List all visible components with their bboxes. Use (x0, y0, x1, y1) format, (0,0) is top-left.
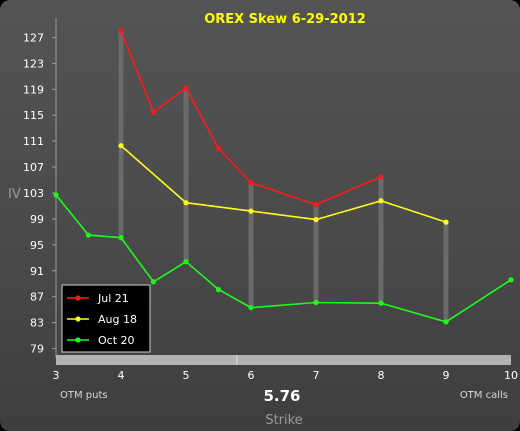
data-point (508, 277, 514, 283)
spread-bar (378, 176, 384, 304)
x-tick-label: 5 (183, 369, 190, 382)
data-point (150, 279, 157, 285)
data-point (313, 216, 319, 223)
strike-scrollbar[interactable] (56, 355, 511, 365)
y-tick-label: 115 (23, 109, 44, 122)
data-point (248, 180, 254, 186)
legend-label: Jul 21 (97, 292, 129, 305)
legend-swatch-dot (75, 337, 81, 343)
y-axis-label: IV (8, 187, 21, 202)
legend: Jul 21 Aug 18 Oct 20 (61, 284, 151, 353)
spread-bar (313, 204, 319, 303)
y-tick-label: 83 (30, 317, 44, 330)
data-point (150, 109, 157, 115)
y-tick-label: 119 (23, 83, 44, 96)
spread-bar (248, 182, 254, 308)
x-axis-label: Strike (265, 413, 302, 428)
data-point (378, 174, 384, 180)
spread-bar (443, 222, 449, 322)
data-point (313, 202, 319, 208)
data-point (53, 192, 59, 198)
legend-swatch-dot (75, 295, 81, 301)
y-tick-label: 87 (30, 291, 44, 304)
x-tick-label: 9 (443, 369, 450, 382)
y-tick-label: 107 (23, 161, 44, 174)
data-point (118, 28, 124, 34)
x-tick-label: 10 (504, 369, 518, 382)
y-tick-label: 91 (30, 265, 44, 278)
data-point (118, 235, 124, 241)
data-point (118, 143, 124, 149)
legend-swatch-dot (75, 316, 81, 322)
data-point (215, 286, 222, 293)
x-tick-label: 8 (378, 369, 385, 382)
x-tick-label: 4 (118, 369, 125, 382)
data-point (248, 208, 254, 214)
legend-label: Oct 20 (98, 334, 135, 347)
y-tick-label: 99 (30, 213, 44, 226)
series-line (120, 145, 447, 223)
data-point (215, 145, 222, 151)
current-price-label: 5.76 (263, 387, 300, 405)
x-tick-label: 7 (313, 369, 320, 382)
y-tick-label: 103 (23, 187, 44, 200)
data-point (85, 232, 92, 238)
chart-title: OREX Skew 6-29-2012 (204, 12, 366, 27)
data-point (183, 259, 189, 265)
spread-bar (118, 30, 124, 238)
y-tick-label: 127 (23, 31, 44, 44)
otm-calls-label: OTM calls (460, 390, 508, 401)
x-tick-label: 3 (53, 369, 60, 382)
data-point (248, 305, 254, 311)
data-point (443, 319, 449, 325)
otm-puts-label: OTM puts (60, 390, 108, 401)
series-line (120, 30, 382, 206)
spread-bar (183, 87, 189, 262)
data-point (183, 85, 189, 91)
y-tick-label: 123 (23, 57, 44, 70)
x-tick-label: 6 (248, 369, 255, 382)
y-tick-label: 111 (23, 135, 44, 148)
y-tick-label: 95 (30, 239, 44, 252)
legend-label: Aug 18 (98, 313, 137, 326)
data-point (313, 299, 319, 306)
data-point (378, 198, 384, 204)
y-tick-label: 79 (30, 343, 44, 356)
data-point (443, 219, 449, 225)
data-point (378, 300, 384, 306)
data-point (183, 200, 189, 206)
